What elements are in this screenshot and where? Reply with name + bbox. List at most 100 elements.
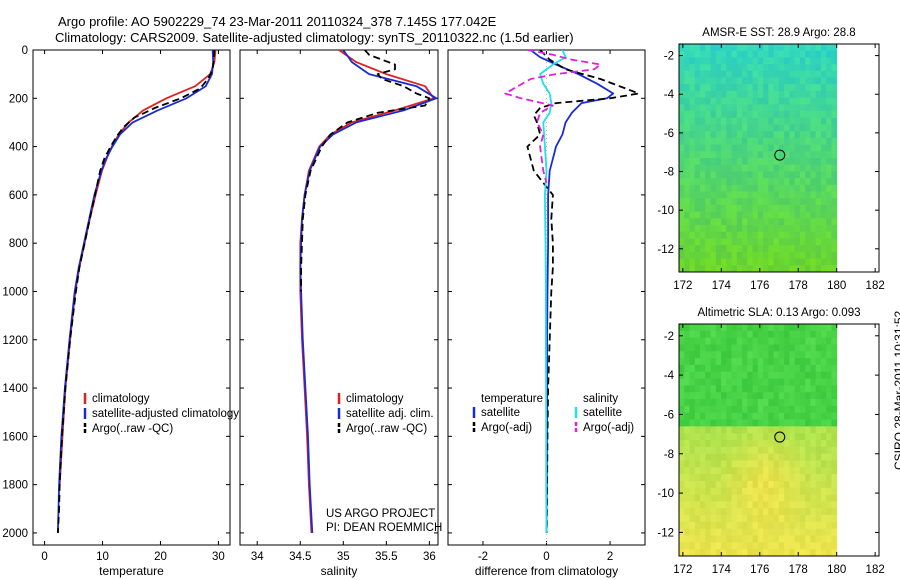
map-cell <box>763 70 769 78</box>
map-cell <box>820 258 827 266</box>
map-cell <box>715 231 722 239</box>
map-cell <box>710 330 717 339</box>
map-cell <box>726 337 732 345</box>
map-cell <box>784 330 790 339</box>
map-cell <box>684 144 690 152</box>
map-cell <box>684 426 690 434</box>
map-cell <box>831 549 838 557</box>
map-cell <box>710 399 717 407</box>
map-cell <box>810 178 817 186</box>
x-tick-label: 30 <box>212 551 225 563</box>
map-cell <box>752 218 759 226</box>
map-cell <box>705 542 711 550</box>
map-cell <box>721 245 727 253</box>
map-cell <box>757 487 764 495</box>
map-cell <box>742 97 748 105</box>
map-cell <box>815 392 822 400</box>
map-cell <box>794 70 801 78</box>
map-cell <box>810 324 817 332</box>
map-cell <box>684 265 690 273</box>
map-cell <box>794 131 801 139</box>
map-cell <box>763 231 769 239</box>
map-cell <box>799 231 806 239</box>
map-cell <box>700 330 706 339</box>
map-cell <box>752 164 759 172</box>
map-cell <box>773 57 780 65</box>
map-cell <box>710 70 717 78</box>
map-cell <box>710 528 717 536</box>
map-cell <box>831 131 838 139</box>
map-cell <box>799 460 806 468</box>
map-cell <box>721 265 727 273</box>
map-cell <box>726 218 732 226</box>
map-cell <box>826 508 832 516</box>
map-cell <box>805 364 811 373</box>
map-cell <box>773 549 780 557</box>
map-cell <box>831 184 838 192</box>
map-cell <box>799 453 806 461</box>
map-cell <box>731 474 738 482</box>
map-cell <box>726 480 732 489</box>
map-cell <box>831 364 838 373</box>
map-cell <box>689 104 696 112</box>
map-cell <box>810 164 817 172</box>
map-cell <box>820 385 827 393</box>
map-cell <box>826 351 832 359</box>
map-cell <box>757 364 764 373</box>
map-cell <box>805 131 811 139</box>
map-cell <box>689 494 696 502</box>
map-cell <box>805 460 811 468</box>
map-cell <box>736 412 743 420</box>
map-cell <box>773 501 780 509</box>
map-cell <box>810 245 817 253</box>
map-cell <box>757 508 764 516</box>
map-cell <box>826 178 832 186</box>
map-cell <box>794 358 801 366</box>
map-cell <box>805 64 811 72</box>
map-cell <box>705 64 711 72</box>
map-cell <box>694 433 701 441</box>
map-cell <box>710 144 717 152</box>
map-cell <box>810 446 817 455</box>
map-cell <box>789 494 796 502</box>
map-cell <box>700 542 706 550</box>
map-cell <box>731 378 738 386</box>
map-cell <box>831 358 838 366</box>
map-cell <box>726 453 732 461</box>
map-cell <box>726 184 732 192</box>
map-cell <box>736 164 743 172</box>
map-cell <box>700 508 706 516</box>
map-cell <box>689 251 696 259</box>
map-cell <box>700 124 706 132</box>
map-cell <box>820 238 827 246</box>
map-cell <box>694 405 701 414</box>
map-cell <box>752 337 759 345</box>
map-cell <box>799 164 806 172</box>
map-cell <box>726 158 732 166</box>
map-cell <box>752 90 759 99</box>
map-cell <box>831 440 838 448</box>
map-cell <box>726 137 732 145</box>
map-cell <box>768 542 775 550</box>
map-cell <box>752 171 759 179</box>
map-cell <box>805 245 811 253</box>
map-cell <box>694 117 701 125</box>
map-cell <box>768 494 775 502</box>
map-cell <box>721 487 727 495</box>
map-cell <box>742 158 748 166</box>
map-cell <box>694 480 701 489</box>
map-cell <box>810 238 817 246</box>
map-cell <box>794 330 801 339</box>
map-cell <box>694 399 701 407</box>
map-cell <box>763 330 769 339</box>
map-cell <box>731 392 738 400</box>
map-cell <box>747 385 753 393</box>
map-cell <box>815 144 822 152</box>
map-cell <box>731 324 738 332</box>
map-cell <box>757 542 764 550</box>
map-cell <box>757 158 764 166</box>
map-cell <box>694 453 701 461</box>
map-cell <box>710 460 717 468</box>
map-title: Altimetric SLA: 0.13 Argo: 0.093 <box>697 307 860 319</box>
